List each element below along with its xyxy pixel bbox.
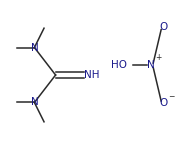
Text: −: − [168, 92, 175, 101]
Text: O: O [159, 22, 168, 32]
Text: N: N [30, 98, 38, 108]
Text: +: + [155, 53, 162, 62]
Text: HO: HO [111, 60, 127, 70]
Text: N: N [147, 60, 155, 70]
Text: N: N [30, 42, 38, 52]
Text: O: O [159, 98, 168, 108]
Text: NH: NH [84, 70, 100, 80]
